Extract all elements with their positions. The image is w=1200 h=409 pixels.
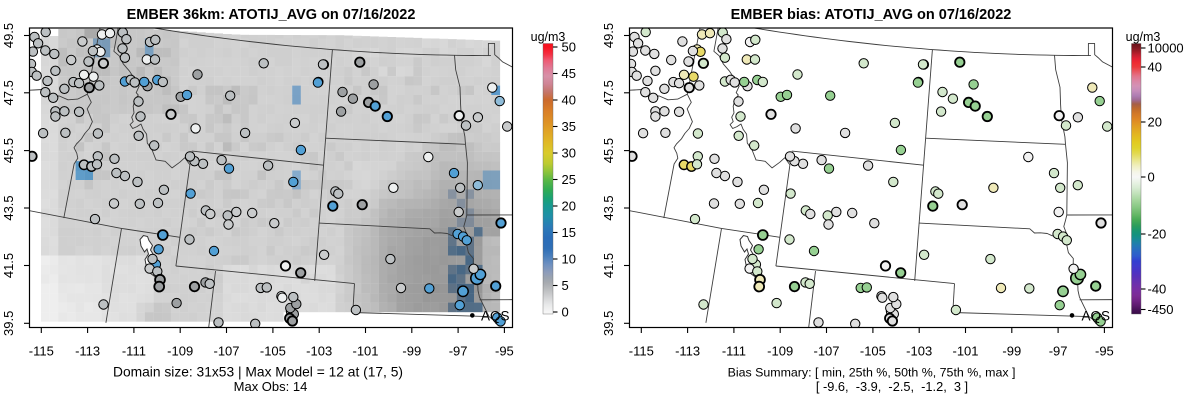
svg-text:-107: -107 — [213, 344, 239, 359]
svg-text:-103: -103 — [906, 344, 932, 359]
svg-text:30: 30 — [562, 146, 576, 161]
svg-text:ug/m3: ug/m3 — [1126, 30, 1161, 44]
svg-text:Domain size: 31x53 | Max Model: Domain size: 31x53 | Max Model = 12 at (… — [113, 365, 403, 380]
svg-text:40: 40 — [1148, 60, 1162, 75]
svg-text:-111: -111 — [122, 344, 146, 359]
svg-text:35: 35 — [562, 119, 576, 134]
svg-text:50: 50 — [562, 40, 576, 55]
svg-text:AQS: AQS — [481, 309, 510, 324]
svg-text:47.5: 47.5 — [601, 80, 616, 105]
svg-text:25: 25 — [562, 172, 576, 187]
svg-text:43.5: 43.5 — [601, 195, 616, 220]
svg-text:39.5: 39.5 — [601, 311, 616, 336]
svg-text:Bias Summary: [ min, 25th %, 5: Bias Summary: [ min, 25th %, 50th %, 75t… — [728, 366, 1016, 380]
svg-text:45.5: 45.5 — [1, 138, 16, 163]
svg-text:-20: -20 — [1148, 227, 1167, 242]
svg-text:-115: -115 — [629, 344, 654, 359]
svg-text:10: 10 — [562, 252, 576, 267]
svg-text:-97: -97 — [1049, 344, 1068, 359]
svg-text:41.5: 41.5 — [601, 253, 616, 278]
svg-text:-109: -109 — [767, 344, 793, 359]
svg-text:-115: -115 — [29, 344, 54, 359]
svg-text:41.5: 41.5 — [1, 253, 16, 278]
svg-text:[ -9.6, -3.9, -2.5, -1.2,: [ -9.6, -3.9, -2.5, -1.2, 3 ] — [816, 379, 968, 394]
svg-text:15: 15 — [562, 225, 576, 240]
svg-text:0: 0 — [1148, 170, 1155, 185]
svg-text:49.5: 49.5 — [1, 23, 16, 48]
svg-text:-105: -105 — [860, 344, 886, 359]
svg-text:-109: -109 — [167, 344, 193, 359]
svg-text:ug/m3: ug/m3 — [531, 30, 566, 44]
svg-text:40: 40 — [562, 93, 576, 108]
svg-text:49.5: 49.5 — [601, 23, 616, 48]
svg-text:-101: -101 — [352, 344, 378, 359]
svg-text:-107: -107 — [813, 344, 839, 359]
svg-text:EMBER 36km: ATOTIJ_AVG on 07/1: EMBER 36km: ATOTIJ_AVG on 07/16/2022 — [127, 7, 416, 23]
svg-text:-99: -99 — [402, 344, 421, 359]
svg-text:45: 45 — [562, 66, 576, 81]
svg-text:AQS: AQS — [1082, 309, 1111, 324]
svg-text:-95: -95 — [495, 344, 514, 359]
svg-text:47.5: 47.5 — [1, 80, 16, 105]
svg-text:5: 5 — [562, 278, 569, 293]
svg-text:43.5: 43.5 — [1, 195, 16, 220]
svg-text:-97: -97 — [449, 344, 468, 359]
svg-text:-40: -40 — [1148, 282, 1167, 297]
svg-text:-113: -113 — [75, 344, 100, 359]
svg-text:-101: -101 — [952, 344, 978, 359]
svg-text:-450: -450 — [1148, 302, 1174, 317]
svg-text:Max Obs: 14: Max Obs: 14 — [234, 379, 308, 394]
svg-text:39.5: 39.5 — [1, 311, 16, 336]
svg-text:-103: -103 — [306, 344, 332, 359]
svg-text:-113: -113 — [675, 344, 700, 359]
svg-text:20: 20 — [562, 199, 576, 214]
svg-text:-99: -99 — [1002, 344, 1021, 359]
svg-text:10000: 10000 — [1148, 41, 1184, 56]
svg-text:0: 0 — [562, 305, 569, 320]
svg-text:-105: -105 — [260, 344, 286, 359]
svg-text:45.5: 45.5 — [601, 138, 616, 163]
svg-text:20: 20 — [1148, 115, 1162, 130]
svg-text:-111: -111 — [722, 344, 746, 359]
svg-text:-95: -95 — [1095, 344, 1114, 359]
svg-text:EMBER bias: ATOTIJ_AVG on 07/1: EMBER bias: ATOTIJ_AVG on 07/16/2022 — [731, 7, 1012, 23]
